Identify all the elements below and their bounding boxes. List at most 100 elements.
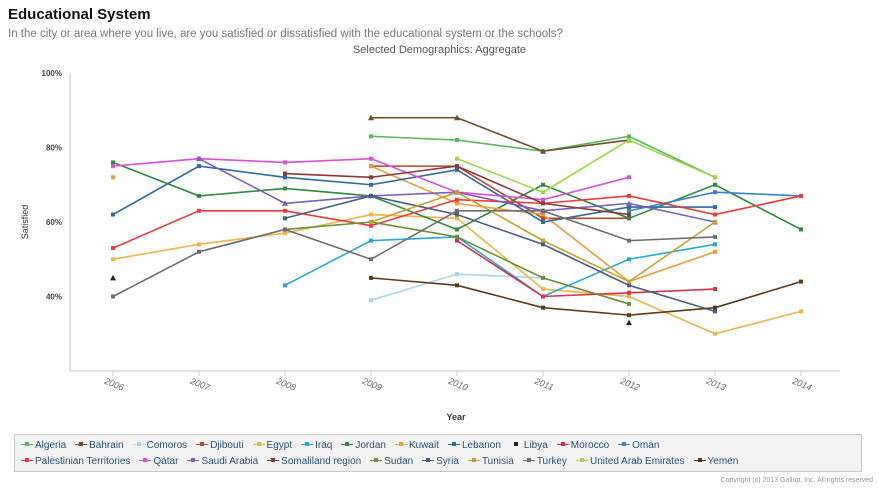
legend-label: United Arab Emirates <box>590 456 685 467</box>
legend-item-turkey[interactable]: Turkey <box>522 455 567 469</box>
legend-label: Syria <box>436 456 459 467</box>
legend-item-comoros[interactable]: Comoros <box>132 439 187 453</box>
data-point <box>799 193 803 198</box>
data-point <box>626 319 632 326</box>
data-point <box>197 249 201 254</box>
data-point <box>455 234 459 239</box>
series-line <box>112 165 715 223</box>
legend-item-jordan[interactable]: Jordan <box>341 439 386 453</box>
legend-swatch <box>556 440 569 450</box>
data-point <box>540 148 546 154</box>
legend-swatch <box>618 440 631 450</box>
data-point <box>713 249 717 254</box>
data-point <box>369 193 373 198</box>
legend-item-qatar[interactable]: Qatar <box>139 455 178 469</box>
x-tick-label: 2008 <box>274 375 297 392</box>
y-tick-label: 100% <box>42 69 62 78</box>
legend-item-oman[interactable]: Oman <box>618 439 659 453</box>
data-point <box>283 283 287 288</box>
data-point <box>713 212 717 217</box>
data-point <box>197 164 201 169</box>
data-point <box>713 287 717 292</box>
x-tick-label: 2011 <box>532 376 555 393</box>
legend-item-algeria[interactable]: Algeria <box>21 439 66 453</box>
series-lebanon <box>111 164 717 224</box>
data-point <box>627 313 631 318</box>
legend-item-djibouti[interactable]: Djibouti <box>196 439 244 453</box>
legend-swatch <box>267 456 280 466</box>
data-point <box>197 208 201 213</box>
legend-item-lebanon[interactable]: Lebanon <box>447 439 501 453</box>
legend-swatch <box>187 456 200 466</box>
data-point <box>111 175 115 180</box>
line-chart: 40%60%80%100% 2006 2007 2008 2009 2010 2011 20… <box>20 69 840 422</box>
legend-item-kuwait[interactable]: Kuwait <box>394 439 439 453</box>
data-point <box>197 193 201 198</box>
legend-item-palestinian-territories[interactable]: Palestinian Territories <box>21 455 130 469</box>
legend-label: Iraq <box>315 440 333 451</box>
data-point <box>713 234 717 239</box>
data-point <box>455 238 459 243</box>
legend-item-tunisia[interactable]: Tunisia <box>467 455 514 469</box>
legend-label: Egypt <box>266 440 293 451</box>
legend-swatch <box>21 440 33 450</box>
legend-item-sudan[interactable]: Sudan <box>370 455 413 469</box>
data-point <box>541 182 545 187</box>
legend-label: Saudi Arabia <box>201 456 259 467</box>
legend-item-iraq[interactable]: Iraq <box>301 439 332 453</box>
series-layer <box>110 114 803 336</box>
series-line <box>371 116 630 153</box>
chart-title: Educational System <box>8 6 151 23</box>
data-point <box>799 279 803 284</box>
legend-item-yemen[interactable]: Yemen <box>693 455 739 469</box>
legend-item-somaliland-region[interactable]: Somaliland region <box>267 455 361 469</box>
legend-item-united-arab-emirates[interactable]: United Arab Emirates <box>576 455 685 469</box>
data-point <box>799 309 803 314</box>
data-point <box>627 257 631 262</box>
legend-item-egypt[interactable]: Egypt <box>252 439 293 453</box>
data-point <box>627 216 631 221</box>
data-point <box>799 227 803 232</box>
legend-item-saudi-arabia[interactable]: Saudi Arabia <box>187 455 258 469</box>
legend-item-libya[interactable]: Libya <box>510 439 548 453</box>
legend-label: Palestinian Territories <box>35 456 131 467</box>
legend-label: Qatar <box>153 456 179 467</box>
data-point <box>111 160 115 165</box>
legend-swatch <box>370 456 383 466</box>
data-point <box>627 283 631 288</box>
legend-swatch <box>75 440 88 450</box>
data-point <box>627 138 631 143</box>
x-tick-label: 2013 <box>704 375 727 392</box>
legend-swatch <box>132 440 145 450</box>
legend-label: Yemen <box>707 456 739 467</box>
data-point <box>369 164 373 169</box>
data-point <box>541 275 545 280</box>
series-egypt <box>111 212 803 336</box>
data-point <box>541 287 545 292</box>
legend-item-syria[interactable]: Syria <box>422 455 459 469</box>
data-point <box>369 298 373 303</box>
data-point <box>627 208 631 213</box>
data-point <box>111 164 115 169</box>
series-kuwait <box>111 164 717 284</box>
legend-swatch <box>301 440 314 450</box>
x-axis: 2006 2007 2008 2009 2010 2011 2012 2013 2014 <box>70 370 840 393</box>
legend-swatch <box>447 440 460 450</box>
legend-item-morocco[interactable]: Morocco <box>556 439 609 453</box>
series-morocco <box>455 238 717 299</box>
y-tick-label: 60% <box>46 218 62 227</box>
data-point <box>283 227 287 232</box>
x-tick-label: 2012 <box>618 375 641 392</box>
series-bahrain <box>368 114 632 154</box>
data-point <box>197 242 201 247</box>
series-syria <box>283 193 717 314</box>
chart-legend: Algeria Bahrain Comoros Djibouti Egypt Iraq Jo… <box>14 434 862 472</box>
series-libya <box>110 274 632 326</box>
legend-swatch <box>21 456 33 466</box>
data-point <box>455 272 459 277</box>
legend-item-bahrain[interactable]: Bahrain <box>75 439 124 453</box>
chart-subtitle: In the city or area where you live, are … <box>8 28 563 40</box>
series-line <box>371 165 629 220</box>
x-tick-label: 2007 <box>188 375 212 393</box>
legend-label: Sudan <box>384 456 414 467</box>
